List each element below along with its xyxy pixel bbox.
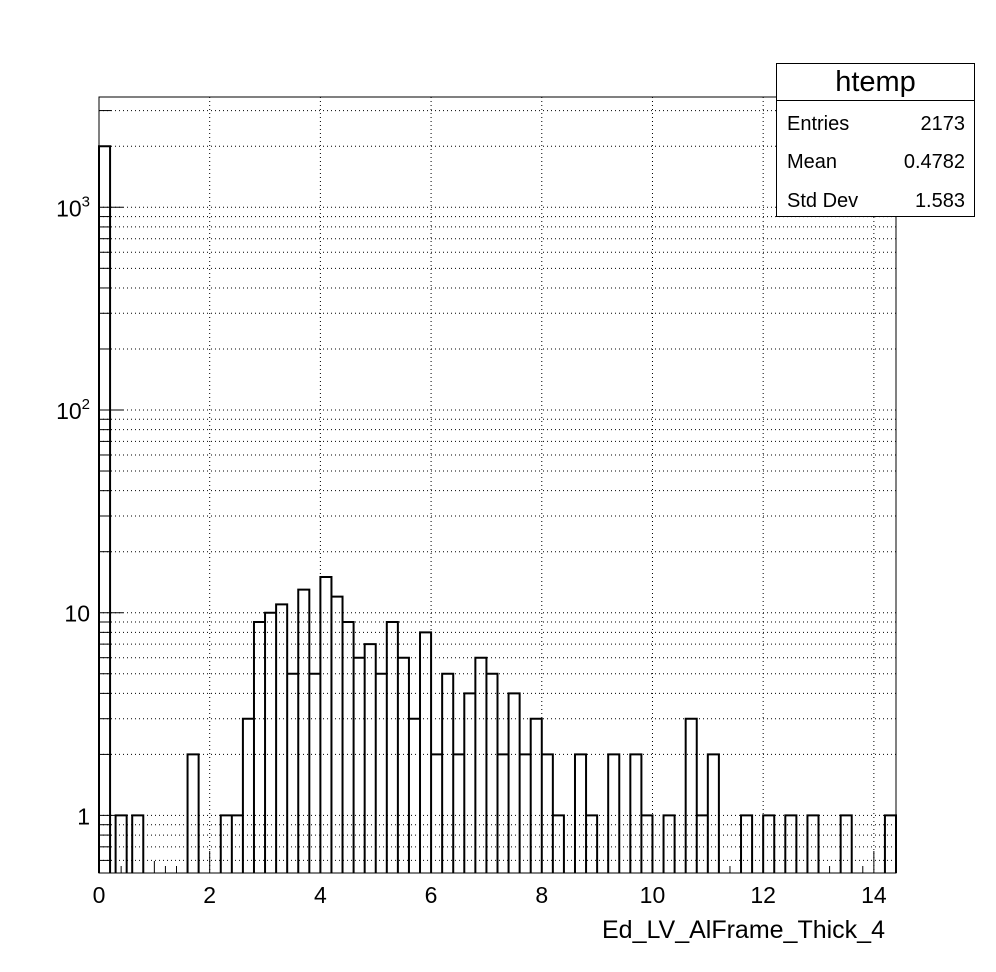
x-tick-label: 4 [314,882,327,908]
y-tick-label: 103 [56,193,90,221]
y-tick-label: 10 [64,601,90,627]
x-tick-label: 14 [861,882,887,908]
x-tick-label: 12 [750,882,776,908]
x-tick-label: 2 [203,882,216,908]
stats-value: 1.583 [914,190,965,212]
x-tick-label: 10 [640,882,666,908]
x-axis-title: Ed_LV_AlFrame_Thick_4 [602,916,885,944]
stats-row-entries: Entries 2173 [787,112,965,136]
x-tick-label: 0 [93,882,106,908]
axes: 0 2 4 6 8 10 12 14 1 10 102 103 [56,110,897,908]
stats-value: 2173 [920,113,966,135]
y-tick-label: 1 [77,803,90,829]
stats-row-stddev: Std Dev 1.583 [787,189,965,213]
histogram-outline [98,145,897,873]
x-tick-label: 6 [425,882,438,908]
stats-key: Mean [787,151,838,173]
stats-row-mean: Mean 0.4782 [787,150,965,174]
x-tick-label: 8 [535,882,548,908]
stats-key: Std Dev [787,190,859,212]
y-tick-label: 102 [56,396,90,424]
stats-key: Entries [787,113,850,135]
stats-box: htemp Entries 2173 Mean 0.4782 Std Dev 1… [776,63,975,217]
stats-title: htemp [777,64,974,101]
stats-value: 0.4782 [903,151,965,173]
